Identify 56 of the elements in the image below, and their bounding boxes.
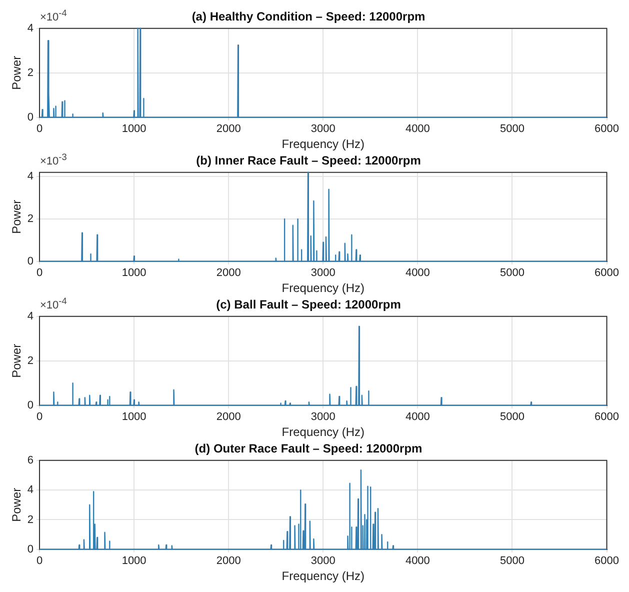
text: ×10$^{-3}$: [40, 152, 67, 168]
x-tick-label: 2000: [216, 555, 241, 568]
x-tick-label: 4000: [405, 123, 430, 136]
x-tick-label: 0: [36, 123, 43, 136]
x-tick-label: 3000: [310, 555, 336, 568]
y-tick-label: 4: [27, 170, 34, 183]
y-tick-label: 0: [27, 111, 34, 124]
x-tick-label: 5000: [500, 267, 524, 280]
y-tick-label: 6: [27, 454, 34, 466]
x-tick-label: 6000: [594, 267, 620, 280]
x-tick-label: 3000: [310, 411, 336, 424]
x-tick-label: 0: [36, 555, 43, 568]
x-tick-label: 5000: [500, 555, 524, 568]
y-tick-label: 2: [27, 213, 34, 226]
x-tick-label: 2000: [216, 123, 241, 136]
x-tick-label: 6000: [594, 411, 620, 424]
x-axis-title: Frequency (Hz): [282, 137, 364, 152]
chart-title: (c) Ball Fault – Speed: 12000rpm: [216, 298, 401, 312]
y-tick-label: 4: [27, 484, 34, 496]
y-tick-label: 2: [27, 354, 34, 367]
x-tick-label: 6000: [594, 123, 620, 136]
x-tick-label: 0: [36, 411, 43, 424]
y-axis-title: Power: [10, 488, 24, 522]
x-tick-label: 1000: [122, 411, 146, 424]
x-tick-label: 4000: [405, 411, 430, 424]
y-axis-title: Power: [10, 56, 24, 90]
text: ×10$^{-4}$: [40, 296, 67, 312]
chart-title: (d) Outer Race Fault – Speed: 12000rpm: [194, 442, 422, 456]
x-tick-label: 1000: [122, 267, 146, 280]
x-tick-label: 4000: [405, 267, 430, 280]
x-tick-label: 5000: [500, 411, 524, 424]
x-tick-label: 5000: [500, 123, 524, 136]
x-tick-label: 4000: [405, 555, 430, 568]
y-tick-label: 4: [27, 310, 34, 322]
x-tick-label: 1000: [122, 123, 146, 136]
x-tick-label: 0: [36, 267, 43, 280]
y-tick-label: 0: [27, 399, 34, 412]
x-axis-title: Frequency (Hz): [282, 281, 364, 296]
x-axis-title: Frequency (Hz): [282, 569, 364, 584]
chart-title: (a) Healthy Condition – Speed: 12000rpm: [192, 10, 426, 24]
y-tick-label: 2: [27, 66, 34, 79]
x-tick-label: 6000: [594, 555, 620, 568]
chart-title: (b) Inner Race Fault – Speed: 12000rpm: [196, 154, 421, 168]
y-tick-label: 4: [27, 22, 34, 34]
x-tick-label: 2000: [216, 411, 241, 424]
x-tick-label: 3000: [310, 123, 336, 136]
x-tick-label: 2000: [216, 267, 241, 280]
y-tick-label: 0: [27, 255, 34, 268]
y-axis-title: Power: [10, 344, 24, 378]
text: ×10$^{-4}$: [40, 8, 67, 24]
y-tick-label: 2: [27, 514, 34, 526]
x-tick-label: 1000: [122, 555, 146, 568]
x-tick-label: 3000: [310, 267, 336, 280]
y-tick-label: 0: [27, 543, 34, 556]
x-axis-title: Frequency (Hz): [282, 425, 364, 440]
y-axis-title: Power: [10, 200, 24, 234]
